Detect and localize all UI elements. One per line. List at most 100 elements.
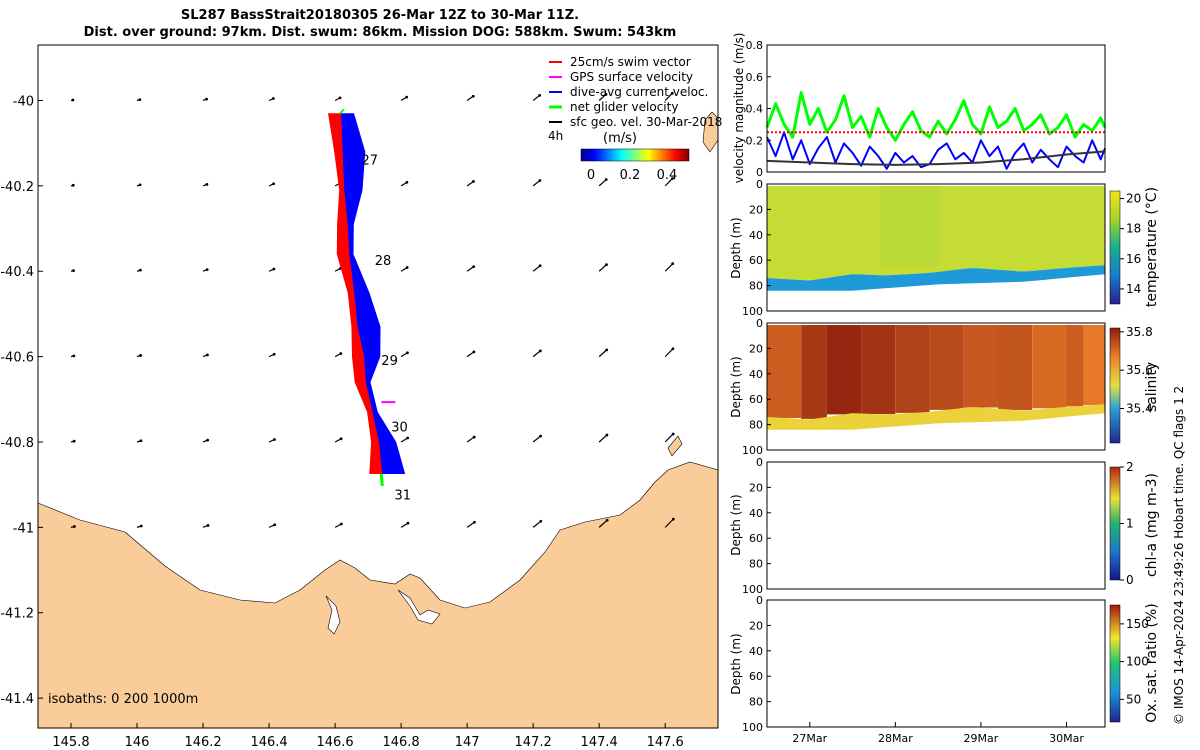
geo-vector-head (671, 517, 675, 521)
salinity-column (1032, 325, 1067, 409)
geo-vector-arrow (664, 348, 674, 358)
geo-vector-head (206, 353, 209, 357)
geo-vector-head (472, 180, 475, 183)
geo-vector-head (138, 98, 142, 102)
geo-vector-head (73, 525, 76, 528)
velocity-ytick-label: 0.6 (746, 71, 764, 84)
geo-vector-head (138, 183, 142, 187)
geo-velocity-line (766, 150, 1106, 166)
salinity-column (826, 325, 862, 415)
legend-interval: 4h (548, 129, 563, 143)
temperature-field (767, 186, 1105, 291)
colorbar-tick-label: 14 (1126, 282, 1141, 296)
chlorophyll-ylabel: Depth (m) (729, 494, 743, 555)
geo-vector-head (605, 348, 609, 352)
legend-gps-label: GPS surface velocity (570, 70, 693, 84)
depth-tick-label: 20 (749, 342, 763, 355)
oxygen-ylabel: Depth (m) (729, 633, 743, 694)
map-colorbar (580, 148, 690, 162)
geo-vector-head (71, 183, 75, 187)
temperature-colorbar-ticks: 14 16 18 20 (1120, 192, 1141, 296)
colorbar-tick-label: 18 (1126, 222, 1141, 236)
temperature-ylabel: Depth (m) (729, 217, 743, 278)
geo-vector-head (139, 439, 143, 443)
geo-vector-head (406, 351, 409, 355)
salinity-lower-layer (767, 404, 1105, 430)
geo-vector-head (670, 91, 674, 95)
oxygen-frame (766, 599, 1106, 728)
depth-tick-label: 60 (749, 254, 763, 267)
salinity-column (861, 325, 896, 415)
colorbar-tick-label: 20 (1126, 192, 1141, 206)
day-label-28: 28 (375, 254, 392, 269)
velocity-axis-ticks: 0 0.2 0.4 0.6 0.8 (746, 39, 771, 179)
chlorophyll-plot-area (767, 462, 1105, 589)
salinity-colorbar (1109, 327, 1121, 444)
salinity-column (963, 325, 998, 408)
legend-geo-label: sfc geo. vel. 30-Mar-2018 (570, 115, 722, 129)
salinity-panel: 0 20 40 60 80 100 Depth (m) 35.4 35.6 35.8 sali… (729, 317, 1160, 457)
geo-vector-head (472, 350, 476, 354)
geo-vector-head (338, 96, 342, 100)
geo-vector-head (671, 347, 675, 351)
depth-tick-label: 40 (749, 368, 763, 381)
map-legend: 25cm/s swim vector GPS surface velocity … (548, 55, 722, 183)
geo-vector-arrow (466, 521, 475, 528)
geo-vector-head (206, 438, 210, 442)
estuary (325, 589, 441, 635)
geo-vector-head (405, 266, 409, 269)
geo-vector-head (271, 97, 275, 100)
map-ytick-label: -41.2 (0, 607, 34, 622)
depth-tick-label: 100 (742, 305, 763, 318)
geo-vector-arrow (664, 433, 674, 443)
geo-vector-head (272, 182, 276, 186)
net-velocity-marker (379, 473, 384, 487)
geo-vector-head (205, 182, 209, 186)
salinity-column (767, 325, 802, 418)
map-xtick-label: 146.2 (184, 735, 221, 750)
geo-vector-head (605, 263, 608, 267)
geo-vector-head (339, 522, 343, 526)
salinity-column (895, 325, 930, 413)
geo-vector-head (539, 519, 543, 523)
depth-tick-label: 80 (749, 696, 763, 709)
geo-vector-grid (70, 91, 675, 528)
geo-vector-arrow (664, 92, 673, 101)
geo-vector-head (339, 437, 343, 441)
geo-vector-arrow (598, 434, 608, 443)
geo-vector-head (406, 436, 410, 440)
temperature-warm-patch (880, 186, 940, 266)
geo-vector-arrow (598, 519, 608, 528)
chlorophyll-colorbar (1109, 466, 1121, 581)
geo-vector-arrow (664, 178, 673, 187)
depth-tick-label: 100 (742, 721, 763, 734)
depth-tick-label: 20 (749, 619, 763, 632)
legend-net-label: net glider velocity (570, 100, 678, 114)
geo-vector-head (671, 432, 675, 436)
salinity-colorbar-label: salinity (1144, 362, 1160, 412)
salinity-column (1066, 325, 1084, 407)
chlorophyll-panel: 0 20 40 60 80 100 Depth (m) 0 1 2 chl-a (mg m-3… (729, 456, 1160, 596)
geo-vector-head (206, 524, 210, 527)
salinity-column (998, 325, 1033, 410)
map-colorbar-tick-1: 0.2 (620, 168, 641, 183)
day-label-29: 29 (381, 354, 398, 369)
map-ytick-label: -40 (13, 94, 34, 109)
geo-vector-head (671, 262, 675, 266)
salinity-column (801, 325, 827, 419)
map-frame (37, 44, 719, 729)
velocity-panel: 0 0.2 0.4 0.6 0.8 velocity magnitude (m/s) (732, 33, 1107, 183)
geo-vector-head (405, 95, 409, 99)
geo-vector-head (139, 354, 143, 357)
salinity-colorbar-ticks: 35.4 35.6 35.8 (1120, 325, 1153, 416)
depth-tick-label: 80 (749, 280, 763, 293)
colorbar-tick-label: 35.8 (1126, 325, 1153, 339)
geo-vector-head (538, 179, 542, 182)
time-tick-label: 27Mar (792, 732, 827, 745)
legend-swim-label: 25cm/s swim vector (570, 55, 691, 69)
salinity-field (767, 325, 1105, 430)
depth-tick-label: 60 (749, 393, 763, 406)
map-xtick-label: 146 (125, 735, 150, 750)
colorbar-tick-label: 1 (1126, 517, 1134, 531)
